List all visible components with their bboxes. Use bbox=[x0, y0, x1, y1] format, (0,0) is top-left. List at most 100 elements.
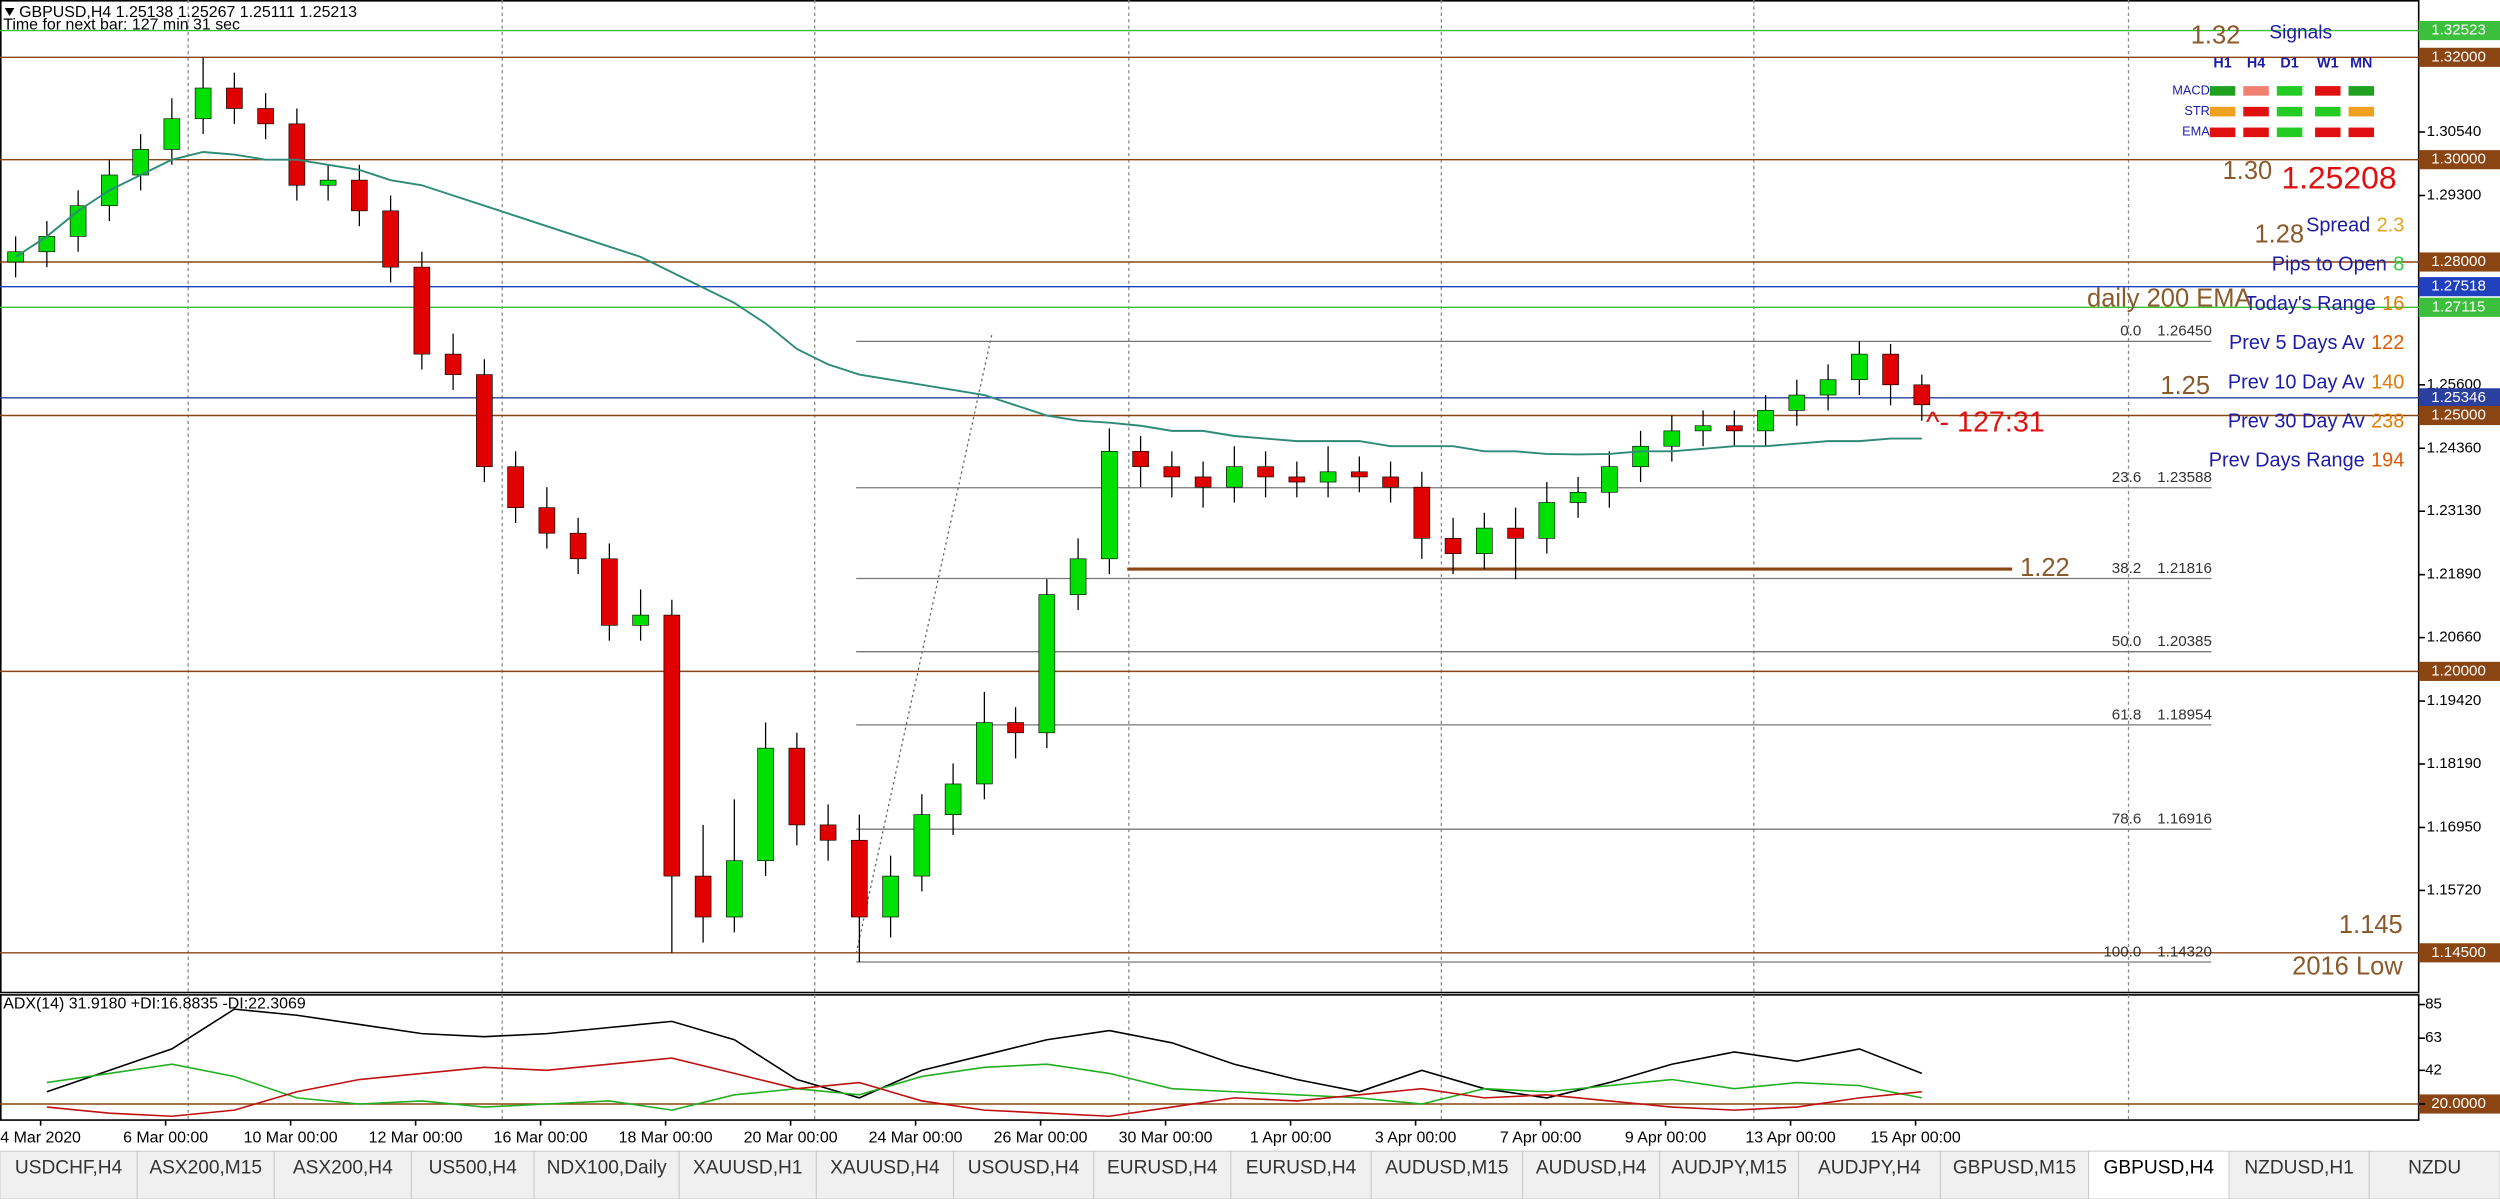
x-tick-label: 26 Mar 00:00 bbox=[994, 1130, 1088, 1147]
symbol-line: GBPUSD,H4 1.25138 1.25267 1.25111 1.2521… bbox=[19, 4, 357, 21]
price-flag bbox=[2418, 405, 2500, 426]
tab-label[interactable]: USOUSD,H4 bbox=[968, 1158, 1080, 1179]
tab-label[interactable]: US500,H4 bbox=[429, 1158, 518, 1179]
level-label: 1.30 bbox=[2223, 157, 2273, 185]
tab-label[interactable]: AUDUSD,H4 bbox=[1536, 1158, 1647, 1179]
x-tick-label: 15 Apr 00:00 bbox=[1870, 1130, 1961, 1147]
candle-body bbox=[882, 875, 899, 918]
tab[interactable] bbox=[1939, 1150, 2090, 1199]
candle-body bbox=[1507, 527, 1524, 539]
level-label: 1.25 bbox=[2160, 372, 2210, 400]
fibo-pct: 50.0 bbox=[2112, 633, 2141, 650]
period-separators bbox=[187, 0, 2130, 1121]
fibo-price: 1.21816 bbox=[2157, 560, 2212, 577]
stat-value: 194 bbox=[2371, 450, 2404, 472]
candle-body bbox=[538, 507, 556, 534]
menu-arrow[interactable] bbox=[4, 7, 15, 16]
price-flag bbox=[2418, 150, 2500, 170]
stat-label: Prev Days Range bbox=[2209, 450, 2365, 472]
price-flag-label: 1.27518 bbox=[2431, 278, 2486, 295]
candle-body bbox=[976, 722, 993, 785]
tab[interactable] bbox=[273, 1150, 412, 1199]
tab[interactable] bbox=[1093, 1150, 1232, 1199]
stat-value: 16 bbox=[2382, 293, 2404, 315]
price-flag bbox=[2418, 297, 2500, 317]
candle-body bbox=[507, 466, 524, 508]
price-flag bbox=[2418, 943, 2500, 963]
candle-body bbox=[1257, 466, 1274, 478]
tab-label[interactable]: ASX200,M15 bbox=[149, 1158, 262, 1179]
y-tick-label: 1.30540 bbox=[2427, 123, 2482, 140]
y-tick-label: 1.23130 bbox=[2427, 502, 2482, 519]
candle-body bbox=[1163, 466, 1181, 478]
tab[interactable] bbox=[1230, 1150, 1372, 1199]
stat: Pips to Open 8 bbox=[2272, 254, 2405, 276]
tab-label[interactable]: AUDJPY,H4 bbox=[1818, 1158, 1921, 1179]
tab-label[interactable]: USDCHF,H4 bbox=[15, 1158, 123, 1179]
x-tick-label: 16 Mar 00:00 bbox=[494, 1130, 588, 1147]
tab-label[interactable]: XAUUSD,H4 bbox=[830, 1158, 940, 1179]
y-tick-label: 1.18190 bbox=[2427, 755, 2482, 772]
tab-label[interactable]: ASX200,H4 bbox=[293, 1158, 393, 1179]
timeframe: H1 bbox=[2213, 56, 2231, 72]
fibo-pct: 38.2 bbox=[2112, 560, 2141, 577]
tab-label[interactable]: NZDU bbox=[2408, 1158, 2461, 1179]
tab-label[interactable]: EURUSD,H4 bbox=[1246, 1158, 1357, 1179]
tab[interactable] bbox=[815, 1150, 954, 1199]
fibo-price: 1.20385 bbox=[2157, 633, 2212, 650]
candle-body bbox=[632, 614, 649, 626]
price-flag bbox=[2418, 20, 2500, 41]
signal-block bbox=[2276, 86, 2303, 96]
tab[interactable] bbox=[2368, 1150, 2500, 1199]
tab-label[interactable]: XAUUSD,H1 bbox=[693, 1158, 802, 1179]
tab[interactable] bbox=[1370, 1150, 1524, 1199]
signal-block bbox=[2243, 86, 2269, 96]
fibo-pct: 61.8 bbox=[2112, 706, 2141, 723]
candle-body bbox=[1194, 476, 1212, 488]
tab[interactable] bbox=[2228, 1150, 2370, 1199]
tab-label[interactable]: AUDJPY,M15 bbox=[1671, 1158, 1787, 1179]
x-tick-label: 18 Mar 00:00 bbox=[619, 1130, 713, 1147]
x-tick-label: 10 Mar 00:00 bbox=[244, 1130, 338, 1147]
tab[interactable] bbox=[2088, 1150, 2230, 1199]
candle-body bbox=[1601, 466, 1618, 493]
candle-body bbox=[1288, 476, 1306, 483]
tab-label[interactable]: NDX100,Daily bbox=[547, 1158, 668, 1179]
stat: Prev 30 Day Av 238 bbox=[2228, 411, 2404, 433]
tab-label[interactable]: NZDUSD,H1 bbox=[2244, 1158, 2353, 1179]
price-flag-label: 1.14500 bbox=[2431, 944, 2486, 961]
tab-label[interactable]: GBPUSD,M15 bbox=[1953, 1158, 2076, 1179]
y-tick-label: 1.29300 bbox=[2427, 186, 2482, 203]
fibo-price: 1.16916 bbox=[2157, 811, 2212, 828]
candle-body bbox=[1851, 353, 1868, 381]
price-flag-label: 1.32000 bbox=[2431, 48, 2486, 65]
tab-label[interactable]: AUDUSD,M15 bbox=[1385, 1158, 1508, 1179]
x-tick-label: 6 Mar 00:00 bbox=[123, 1130, 208, 1147]
tab[interactable] bbox=[533, 1150, 680, 1199]
signal-label: EMA bbox=[2182, 124, 2210, 139]
tab[interactable] bbox=[410, 1150, 535, 1199]
signal-block bbox=[2348, 106, 2375, 117]
price-flag-label: 1.20000 bbox=[2431, 662, 2486, 679]
tab[interactable] bbox=[1522, 1150, 1661, 1199]
stat: Prev 5 Days Av 122 bbox=[2229, 332, 2404, 354]
candle-body bbox=[757, 747, 774, 862]
data-layer: 1.22 0.0 1.26450 23.6 1.23588 38.2 1.21816 50.0… bbox=[0, 20, 2500, 1147]
tab[interactable] bbox=[952, 1150, 1095, 1199]
candle-body bbox=[476, 374, 493, 468]
candle-body bbox=[1913, 384, 1931, 406]
candle-body bbox=[1476, 527, 1493, 555]
fibo-price: 1.14320 bbox=[2157, 943, 2212, 960]
candle-body bbox=[319, 179, 337, 186]
tab-label[interactable]: GBPUSD,H4 bbox=[2104, 1158, 2215, 1179]
moving-average bbox=[15, 151, 1922, 456]
candle-body bbox=[257, 108, 274, 125]
fibo-price: 1.23588 bbox=[2157, 469, 2212, 486]
price-flag-label: 1.27115 bbox=[2432, 298, 2486, 315]
stat: Prev Days Range 194 bbox=[2209, 450, 2405, 472]
candle-body bbox=[132, 149, 149, 176]
signal-block bbox=[2243, 106, 2269, 117]
tab-label[interactable]: EURUSD,H4 bbox=[1107, 1158, 1218, 1179]
level-label: 1.28 bbox=[2254, 221, 2304, 249]
